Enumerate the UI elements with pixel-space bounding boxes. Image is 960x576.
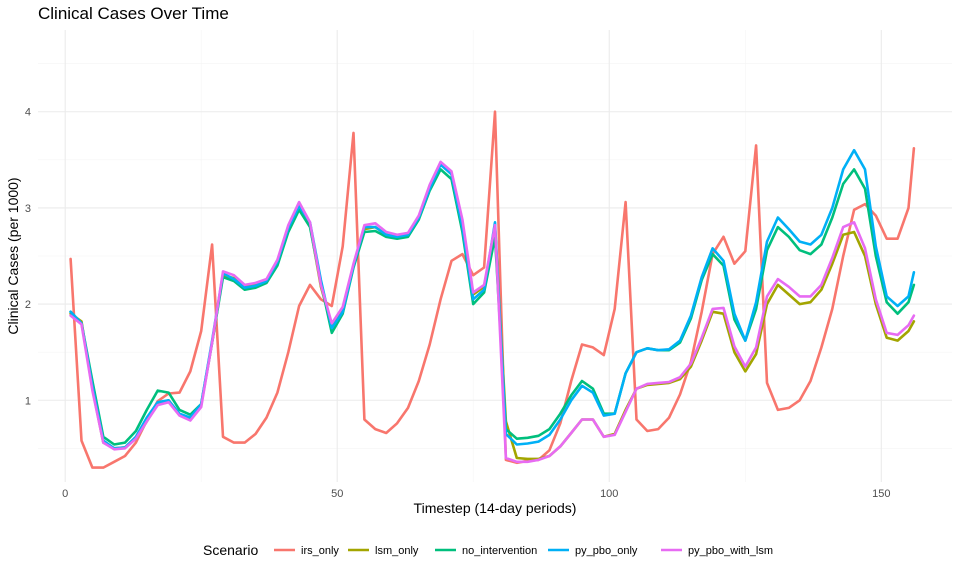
chart-title: Clinical Cases Over Time [38, 4, 229, 23]
x-tick-label: 150 [872, 488, 890, 500]
y-tick-label: 2 [25, 299, 31, 311]
tick-labels: 0 50 100 150 1 2 3 4 [25, 107, 891, 500]
x-tick-label: 0 [62, 488, 68, 500]
series-line-py-pbo-with-lsm [69, 160, 916, 464]
legend-label-py-pbo-only: py_pbo_only [575, 545, 638, 557]
series-line-py-pbo-only [69, 148, 916, 450]
legend-title: Scenario [203, 542, 258, 558]
x-tick-label: 50 [331, 488, 343, 500]
legend-label-py-pbo-with-lsm: py_pbo_with_lsm [688, 545, 773, 557]
legend-label-no-intervention: no_intervention [462, 545, 537, 557]
y-tick-label: 4 [25, 107, 31, 119]
y-tick-label: 1 [25, 395, 31, 407]
y-axis-title: Clinical Cases (per 1000) [5, 177, 21, 334]
legend-label-lsm-only: lsm_only [375, 545, 419, 557]
x-axis-title: Timestep (14-day periods) [414, 500, 577, 516]
legend-label-irs-only: irs_only [301, 545, 339, 557]
series-line-no-intervention [69, 168, 916, 446]
legend: Scenario irs_only lsm_only no_intervention… [203, 542, 773, 558]
x-tick-label: 100 [600, 488, 618, 500]
series-layer [69, 110, 916, 469]
y-tick-label: 3 [25, 203, 31, 215]
series-line-irs-only [69, 110, 916, 469]
